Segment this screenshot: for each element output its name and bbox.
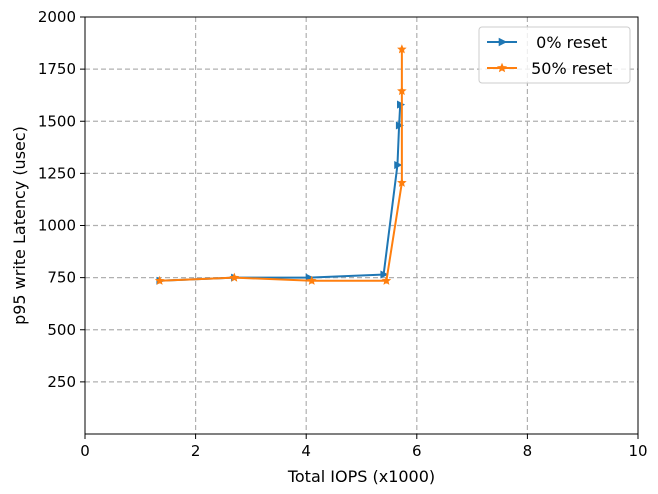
y-tick-label: 2000 <box>38 8 76 26</box>
x-tick-label: 2 <box>191 442 201 460</box>
data-point <box>154 275 165 285</box>
y-axis-label: p95 write Latency (usec) <box>10 126 29 325</box>
y-tick-label: 250 <box>47 373 76 391</box>
data-point <box>397 100 406 109</box>
data-point <box>397 85 407 96</box>
x-tick-label: 8 <box>523 442 533 460</box>
data-point <box>397 44 407 54</box>
axis-ticks: 0 2 4 6 8 10 250 500 750 1000 1250 1500 1750 2000 <box>38 8 648 460</box>
legend-marker-50-reset <box>496 62 508 73</box>
legend-label-50-reset: 50% reset <box>526 59 612 78</box>
data-point <box>380 270 389 279</box>
series-layer <box>154 44 407 285</box>
data-point <box>395 121 404 130</box>
data-point <box>381 275 392 285</box>
data-point <box>394 160 403 170</box>
x-tick-label: 4 <box>301 442 311 460</box>
data-point <box>397 177 407 187</box>
y-tick-label: 750 <box>47 269 76 287</box>
data-point <box>306 275 317 285</box>
y-tick-label: 1000 <box>38 217 76 235</box>
y-tick-label: 1750 <box>38 60 76 78</box>
x-tick-label: 10 <box>628 442 647 460</box>
y-tick-label: 1250 <box>38 164 76 182</box>
x-tick-label: 0 <box>80 442 90 460</box>
x-axis-label: Total IOPS (x1000) <box>287 467 435 486</box>
x-tick-label: 6 <box>412 442 422 460</box>
y-tick-label: 1500 <box>38 112 76 130</box>
series-1 <box>154 44 407 285</box>
legend-label-0-reset: 0% reset <box>526 33 607 52</box>
legend-marker-0-reset <box>498 37 508 47</box>
data-point <box>229 272 240 282</box>
y-tick-label: 500 <box>47 321 76 339</box>
legend: 0% reset 50% reset <box>478 26 631 84</box>
